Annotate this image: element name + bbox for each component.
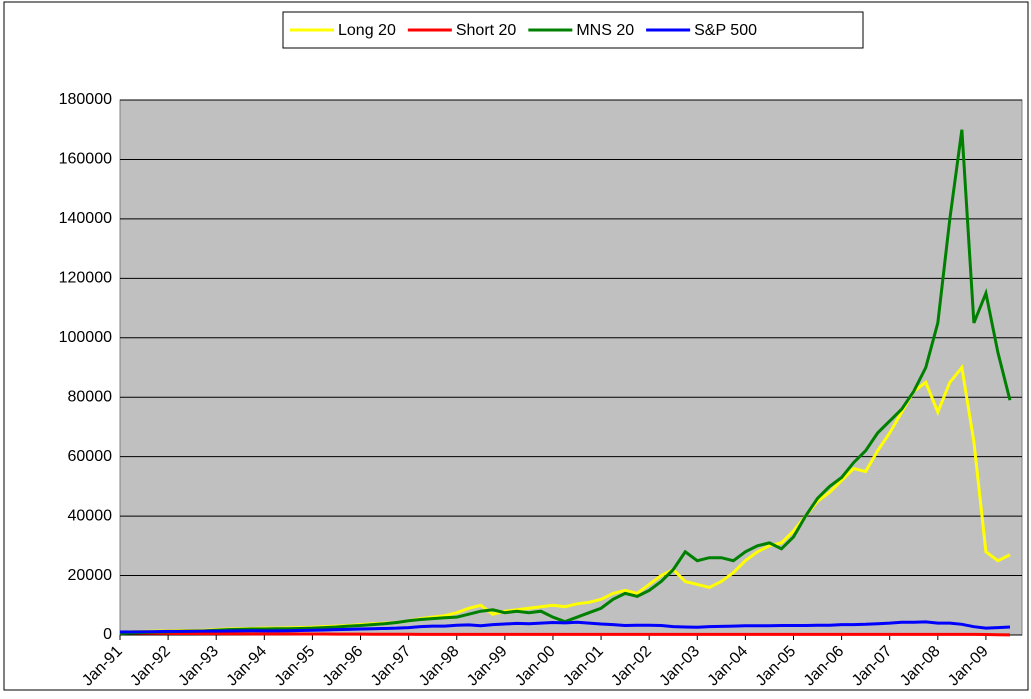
legend-label: MNS 20 <box>576 22 634 39</box>
y-tick-label: 0 <box>103 626 112 643</box>
series-line <box>119 620 1011 634</box>
y-tick-label: 100000 <box>59 329 112 346</box>
plot-area <box>119 99 1023 636</box>
series-line <box>119 631 1010 637</box>
y-tick-label: 180000 <box>59 91 112 108</box>
y-tick-label: 60000 <box>68 448 113 465</box>
y-tick-label: 160000 <box>59 151 112 168</box>
y-tick-label: 20000 <box>68 567 113 584</box>
y-tick-label: 40000 <box>68 507 113 524</box>
y-tick-label: 80000 <box>68 388 113 405</box>
legend-label: S&P 500 <box>694 22 757 39</box>
legend-label: Short 20 <box>456 22 517 39</box>
legend-box <box>282 11 864 49</box>
y-tick-label: 140000 <box>59 210 112 227</box>
y-tick-label: 120000 <box>59 270 112 287</box>
legend-label: Long 20 <box>338 22 396 39</box>
